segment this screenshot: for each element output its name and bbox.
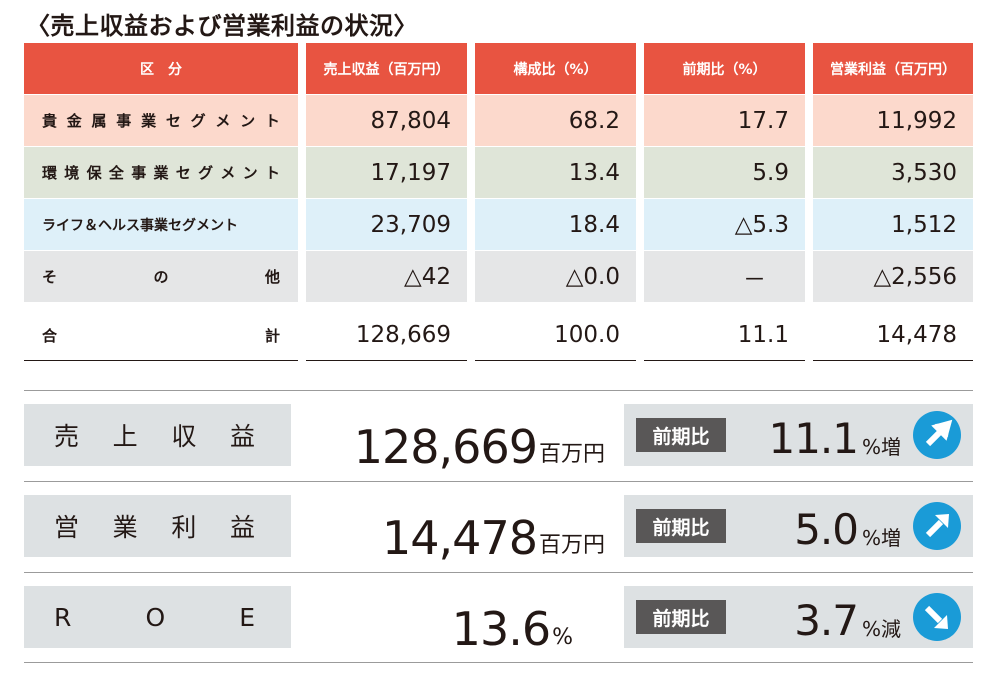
summary-revenue: 売上収益 128,669 百万円 前期比 11.1 %増: [24, 390, 973, 480]
column-header-revenue: 売上収益（百万円）: [306, 43, 467, 94]
summary-operating-profit: 営業利益 14,478 百万円 前期比 5.0 %増: [24, 481, 973, 571]
summary-value: 13.6 %: [452, 582, 573, 652]
change-value: 5.0 %増: [794, 501, 901, 551]
profit-cell: 11,992: [813, 95, 973, 146]
revenue-cell: 87,804: [306, 95, 467, 146]
total-profit-cell: 14,478: [813, 310, 973, 361]
yoy-badge: 前期比: [636, 418, 726, 452]
summary-label: 売上収益: [24, 404, 291, 466]
table-total-row: 合計 128,669 100.0 11.1 14,478: [24, 303, 973, 361]
segment-name: 貴金属事業セグメント: [24, 95, 298, 146]
share-cell: 68.2: [475, 95, 636, 146]
revenue-cell: 23,709: [306, 199, 467, 250]
yoy-cell: －: [644, 251, 805, 302]
summary-value: 128,669 百万円: [354, 400, 605, 470]
divider: [24, 481, 973, 482]
summary-value: 14,478 百万円: [382, 491, 605, 561]
summary-number: 14,478: [382, 511, 538, 565]
change-number: 5.0: [794, 505, 859, 554]
summary-change: 前期比 3.7 %減: [624, 586, 973, 648]
share-cell: △0.0: [475, 251, 636, 302]
summary-unit: 百万円: [538, 533, 605, 558]
up-arrow-icon: [913, 411, 961, 459]
change-number: 11.1: [768, 414, 859, 463]
yoy-cell: 17.7: [644, 95, 805, 146]
column-header-share: 構成比（%）: [475, 43, 636, 94]
summary-number: 13.6: [451, 602, 551, 656]
total-label: 合計: [24, 310, 298, 361]
divider: [24, 662, 973, 663]
total-share-cell: 100.0: [475, 310, 636, 361]
segment-table: 区 分 売上収益（百万円） 構成比（%） 前期比（%） 営業利益（百万円） 貴金…: [24, 43, 973, 361]
summary-unit: 百万円: [538, 442, 605, 467]
share-cell: 13.4: [475, 147, 636, 198]
yoy-cell: 5.9: [644, 147, 805, 198]
yoy-badge: 前期比: [636, 600, 726, 634]
profit-cell: 1,512: [813, 199, 973, 250]
table-header-row: 区 分 売上収益（百万円） 構成比（%） 前期比（%） 営業利益（百万円）: [24, 43, 973, 95]
change-value: 3.7 %減: [794, 592, 901, 642]
yoy-badge: 前期比: [636, 509, 726, 543]
summary-change: 前期比 5.0 %増: [624, 495, 973, 557]
profit-cell: △2,556: [813, 251, 973, 302]
table-row: 貴金属事業セグメント 87,804 68.2 17.7 11,992: [24, 95, 973, 147]
up-arrow-icon: [913, 502, 961, 550]
table-row: 環境保全事業セグメント 17,197 13.4 5.9 3,530: [24, 147, 973, 199]
change-number: 3.7: [794, 596, 859, 645]
segment-name: ライフ＆ヘルス事業セグメント: [24, 199, 298, 250]
table-row: その他 △42 △0.0 － △2,556: [24, 251, 973, 303]
change-unit: %増: [861, 526, 901, 550]
share-cell: 18.4: [475, 199, 636, 250]
profit-cell: 3,530: [813, 147, 973, 198]
summary-change: 前期比 11.1 %増: [624, 404, 973, 466]
yoy-cell: △5.3: [644, 199, 805, 250]
divider: [24, 572, 973, 573]
divider: [24, 390, 973, 391]
summary-unit: %: [552, 625, 573, 650]
column-header-yoy: 前期比（%）: [644, 43, 805, 94]
table-row: ライフ＆ヘルス事業セグメント 23,709 18.4 △5.3 1,512: [24, 199, 973, 251]
change-value: 11.1 %増: [768, 410, 901, 460]
column-header-profit: 営業利益（百万円）: [813, 43, 973, 94]
page-title: 〈売上収益および営業利益の状況〉: [26, 12, 418, 40]
segment-name: 環境保全事業セグメント: [24, 147, 298, 198]
down-arrow-icon: [913, 593, 961, 641]
summary-label: 営業利益: [24, 495, 291, 557]
revenue-cell: 17,197: [306, 147, 467, 198]
summary-number: 128,669: [353, 420, 538, 474]
column-header-segment: 区 分: [24, 43, 298, 94]
total-yoy-cell: 11.1: [644, 310, 805, 361]
revenue-cell: △42: [306, 251, 467, 302]
change-unit: %減: [861, 617, 901, 641]
total-revenue-cell: 128,669: [306, 310, 467, 361]
segment-name: その他: [24, 251, 298, 302]
change-unit: %増: [861, 435, 901, 459]
